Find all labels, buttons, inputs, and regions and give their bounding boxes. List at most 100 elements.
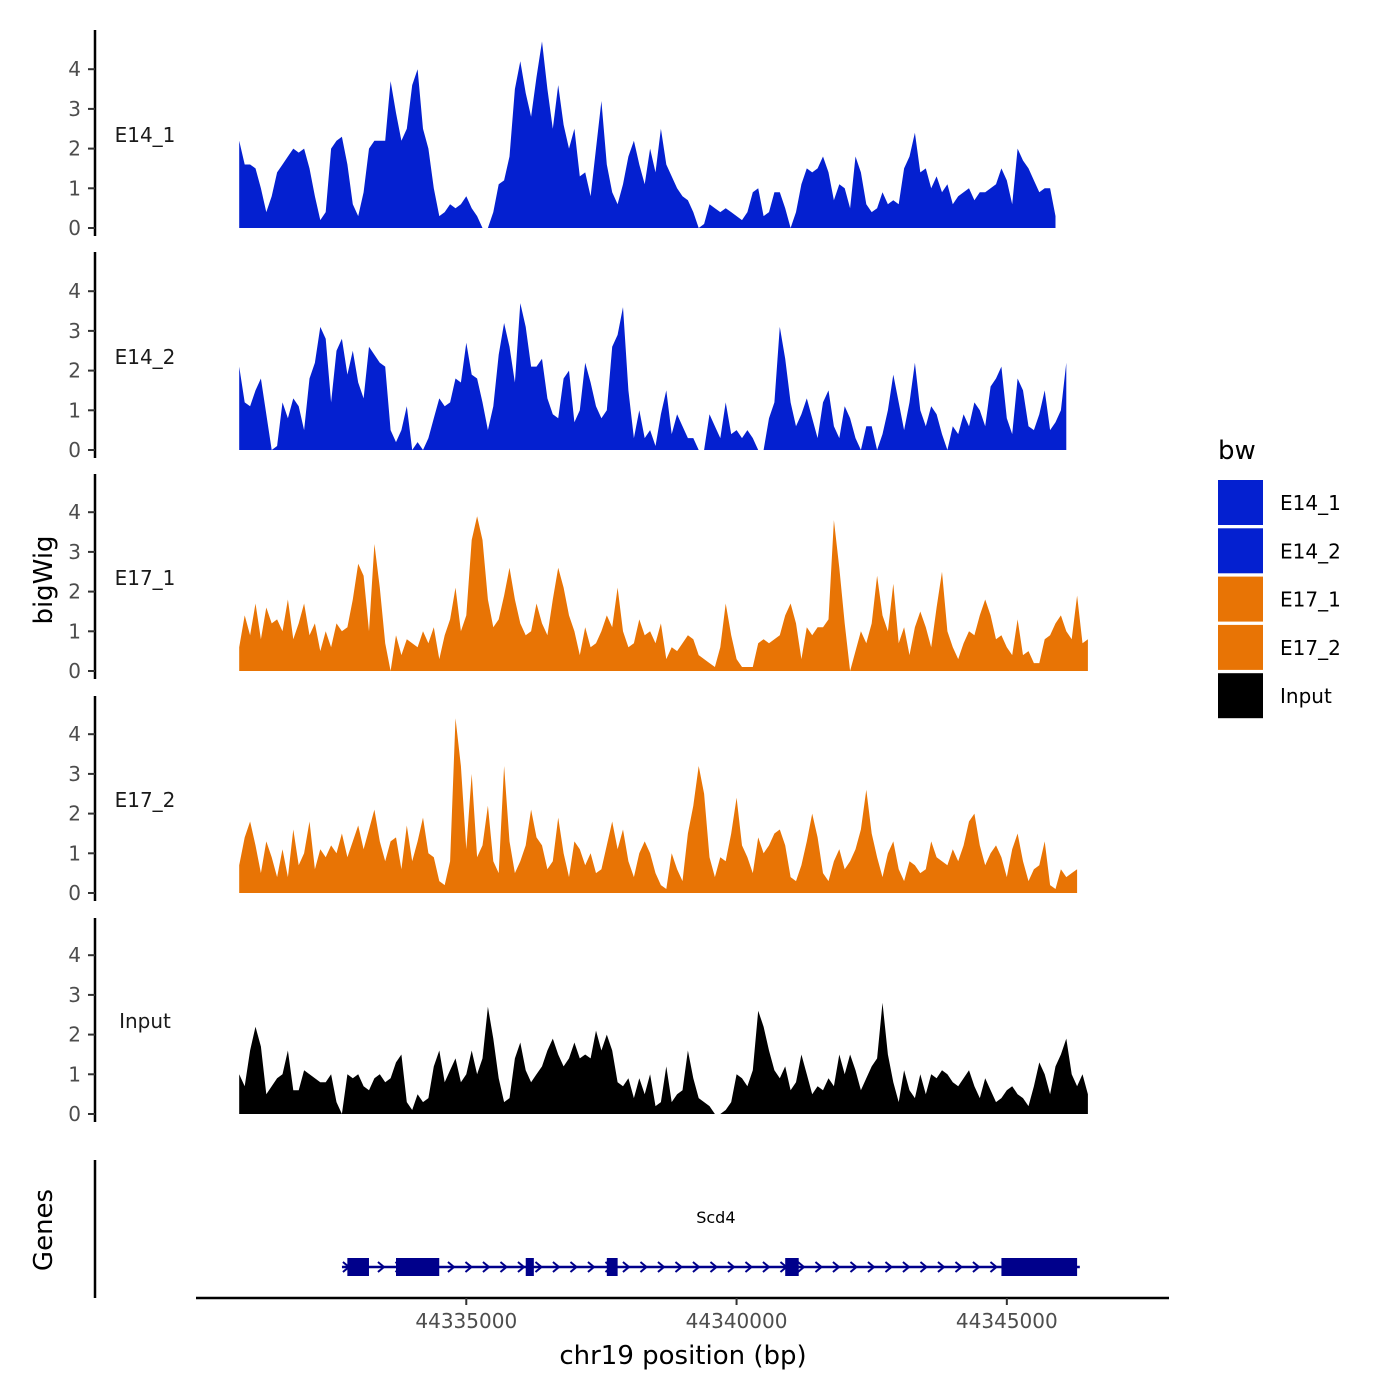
legend-key [1218, 480, 1263, 525]
strand-arrow-icon [482, 1261, 491, 1273]
legend-label: E17_1 [1280, 588, 1341, 612]
strand-arrow-icon [762, 1261, 771, 1273]
track-E17_1: 0 1 2 3 4 E17_1 [68, 474, 1088, 683]
y-tick-label: 3 [68, 97, 81, 121]
track-E14_2: 0 1 2 3 4 E14_2 [68, 252, 1067, 462]
signal-area [239, 303, 1067, 450]
x-axis: 44335000 44340000 44345000 [196, 1296, 1169, 1333]
strand-arrow-icon [587, 1261, 596, 1273]
signal-area [239, 1002, 1088, 1114]
y-tick-label: 2 [68, 802, 81, 826]
genes-track-label: Genes [29, 1189, 59, 1271]
y-tick-label: 2 [68, 359, 81, 383]
legend-key [1218, 624, 1263, 670]
x-tick-label: 44345000 [956, 1309, 1058, 1333]
gene-exon [347, 1258, 369, 1276]
strand-arrow-icon [832, 1261, 841, 1273]
y-axis-title: bigWig [29, 535, 59, 624]
y-tick-label: 4 [68, 943, 81, 967]
legend: E14_1 E14_2 E17_1 E17_2 Input [1218, 480, 1341, 719]
strand-arrow-icon [709, 1261, 719, 1273]
gene-name: Scd4 [696, 1208, 735, 1227]
y-tick-label: 3 [68, 762, 81, 786]
track-Input: 0 1 2 3 4 Input [68, 918, 1088, 1126]
legend-label: E17_2 [1280, 636, 1341, 660]
track-E17_2: 0 1 2 3 4 E17_2 [68, 696, 1078, 905]
track-label: E17_2 [115, 788, 176, 812]
strand-arrow-icon [814, 1261, 824, 1273]
strand-arrow-icon [884, 1261, 894, 1273]
legend-label: E14_2 [1280, 539, 1341, 563]
y-tick-label: 3 [68, 983, 81, 1007]
signal-tracks: 0 1 2 3 4 E14_1 0 1 2 3 4 E14_2 0 1 2 3 4 E17_1 0 1 2 3 4 E17_2… [68, 30, 1088, 1126]
y-tick-label: 3 [68, 319, 81, 343]
y-tick-label: 4 [68, 57, 81, 81]
strand-arrow-icon [674, 1261, 684, 1273]
x-tick-label: 44335000 [415, 1309, 517, 1333]
strand-arrow-icon [989, 1261, 999, 1273]
strand-arrow-icon [919, 1261, 929, 1273]
track-label: E14_2 [115, 345, 176, 369]
strand-arrow-icon [517, 1261, 526, 1273]
legend-key [1218, 673, 1263, 719]
gene-exon [785, 1258, 799, 1276]
legend-title: bw [1218, 436, 1256, 466]
strand-arrow-icon [692, 1261, 701, 1273]
y-tick-label: 2 [68, 580, 81, 604]
signal-area [239, 41, 1056, 229]
y-tick-label: 1 [68, 841, 81, 865]
strand-arrow-icon [657, 1261, 666, 1273]
y-tick-label: 2 [68, 137, 81, 161]
signal-area [239, 718, 1078, 893]
strand-arrow-icon [639, 1261, 649, 1273]
gene-track: Scd4 [93, 1160, 1080, 1298]
strand-arrow-icon [622, 1261, 631, 1273]
y-tick-label: 4 [68, 500, 81, 524]
strand-arrow-icon [377, 1261, 386, 1273]
track-label: E17_1 [115, 566, 176, 590]
x-axis-title: chr19 position (bp) [559, 1341, 806, 1371]
y-tick-label: 0 [68, 659, 81, 683]
y-tick-label: 1 [68, 398, 81, 422]
legend-key [1218, 528, 1263, 574]
gene-exon [606, 1258, 618, 1276]
strand-arrow-icon [727, 1261, 736, 1273]
strand-arrow-icon [447, 1261, 456, 1273]
y-tick-label: 0 [68, 881, 81, 905]
legend-key [1218, 576, 1263, 622]
strand-arrow-icon [849, 1261, 859, 1273]
strand-arrow-icon [867, 1261, 876, 1273]
y-tick-label: 0 [68, 438, 81, 462]
strand-arrow-icon [954, 1261, 964, 1273]
strand-arrow-icon [569, 1261, 579, 1273]
track-label: Input [119, 1009, 171, 1033]
strand-arrow-icon [499, 1261, 509, 1273]
y-tick-label: 0 [68, 1102, 81, 1126]
gene-exon [396, 1258, 440, 1276]
strand-arrow-icon [902, 1261, 911, 1273]
x-tick-label: 44340000 [686, 1309, 788, 1333]
gene-exon [525, 1258, 534, 1276]
strand-arrow-icon [552, 1261, 561, 1273]
y-tick-label: 2 [68, 1023, 81, 1047]
y-tick-label: 1 [68, 619, 81, 643]
y-tick-label: 3 [68, 540, 81, 564]
legend-label: E14_1 [1280, 491, 1341, 515]
track-label: E14_1 [115, 123, 176, 147]
track-E14_1: 0 1 2 3 4 E14_1 [68, 30, 1056, 240]
legend-label: Input [1280, 684, 1332, 708]
strand-arrow-icon [797, 1261, 806, 1273]
strand-arrow-icon [744, 1261, 754, 1273]
y-tick-label: 0 [68, 216, 81, 240]
y-tick-label: 4 [68, 279, 81, 303]
y-tick-label: 1 [68, 176, 81, 200]
strand-arrow-icon [464, 1261, 474, 1273]
gene-exon [1001, 1258, 1078, 1276]
strand-arrow-icon [534, 1261, 544, 1273]
y-tick-label: 4 [68, 722, 81, 746]
y-tick-label: 1 [68, 1062, 81, 1086]
strand-arrow-icon [937, 1261, 946, 1273]
signal-area [239, 516, 1088, 671]
strand-arrow-icon [972, 1261, 981, 1273]
